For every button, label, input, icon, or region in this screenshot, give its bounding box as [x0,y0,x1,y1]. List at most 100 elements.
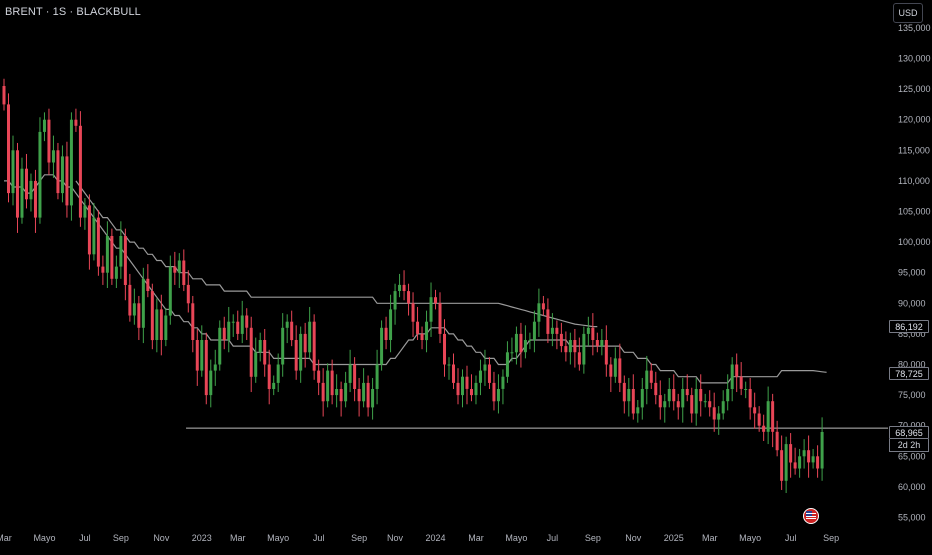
candle-body [321,382,325,402]
candle-body [200,340,204,371]
candle-body [618,358,622,383]
candle-body [407,291,411,304]
candle-body [317,370,321,383]
candle-body [105,236,109,273]
candle-body [258,340,262,353]
candle-body [739,376,743,389]
candle-body [60,156,64,194]
candle-body [658,395,662,408]
candle-body [398,284,402,291]
candle-body [177,260,181,273]
candle-body [532,321,536,341]
candle-body [798,456,802,469]
time-axis-label: Mayo [505,533,527,543]
candle-body [344,382,348,402]
candle-body [811,456,815,463]
candle-body [20,168,24,218]
price-axis-label: 70,000 [898,421,926,431]
candle-body [469,389,473,396]
candle-body [676,401,680,408]
price-axis-label: 135,000 [898,23,931,33]
price-axis-label: 125,000 [898,84,931,94]
candle-body [699,389,703,402]
candle-body [694,389,698,414]
time-axis-label: Mayo [267,533,289,543]
candle-body [577,352,581,365]
candle-body [96,217,100,267]
time-axis-label: Sep [823,533,839,543]
time-axis-label: Mayo [739,533,761,543]
candle-body [330,370,334,396]
symbol-title[interactable]: BRENT · 1S · BLACKBULL [5,6,141,18]
candle-body [613,358,617,377]
price-axis-label: 65,000 [898,451,926,461]
candle-body [505,352,509,377]
candle-body [685,389,689,396]
candle-body [74,119,78,126]
candle-body [595,340,599,347]
ma-fast-line [4,174,827,384]
candle-body [775,431,779,451]
candle-body [429,297,433,322]
candle-body [568,340,572,353]
candle-body [303,333,307,353]
candle-body [101,266,105,273]
candle-body [56,150,60,194]
candle-body [51,150,55,163]
candle-body [371,389,375,408]
candle-body [501,376,505,389]
candle-body [78,125,82,218]
candle-body [636,407,640,414]
price-axis[interactable]: 135,000 130,000 125,000 120,000 115,000 110,0… [898,23,931,523]
us-flag-event-icon[interactable] [803,508,819,524]
bar-countdown-tag: 2d 2h [889,439,929,452]
candle-body [168,266,172,316]
candle-body [672,389,676,402]
candle-body [559,333,563,347]
time-axis-label: Nov [387,533,404,543]
moving-average-layer [4,174,827,384]
candle-body [465,376,469,389]
time-axis[interactable]: Mar Mayo Jul Sep Nov 2023 Mar Mayo Jul Sep Nov 2024… [0,533,839,543]
candle-body [496,389,500,402]
candle-body [438,303,442,334]
price-axis-label: 90,000 [898,298,926,308]
candle-body [753,407,757,414]
ma-fast-price-tag: 78,725 [889,367,929,380]
candle-body [582,333,586,365]
candle-body [231,321,235,323]
time-axis-label: Nov [153,533,170,543]
candle-body [285,321,289,328]
time-axis-label: Sep [585,533,601,543]
candle-body [42,119,46,132]
candle-body [47,119,51,163]
candle-body [276,364,280,383]
candle-body [326,370,330,402]
candle-body [236,321,240,334]
candle-body [83,205,87,218]
candle-body [222,327,226,340]
candle-body [460,376,464,396]
candle-body [69,119,73,206]
candle-body [528,340,532,341]
candle-body [119,236,123,267]
candle-body [299,333,303,371]
candle-body [483,364,487,371]
candle-body [402,284,406,291]
candle-body [523,340,527,353]
candle-body [312,321,316,371]
candle-body [649,370,653,383]
candle-body [263,340,267,365]
candle-body [622,382,626,402]
candle-body [380,327,384,365]
candle-body [308,321,312,353]
candle-body [7,104,10,194]
candle-body [550,327,554,334]
currency-button[interactable]: USD [893,3,923,23]
candle-body [645,370,649,389]
candle-body [191,303,195,340]
candle-body [245,315,249,328]
price-axis-label: 110,000 [898,176,930,186]
